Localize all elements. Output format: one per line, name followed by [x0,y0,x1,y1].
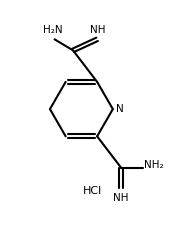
Text: NH: NH [113,193,129,203]
Text: H₂N: H₂N [43,25,63,35]
Text: NH₂: NH₂ [144,160,164,170]
Text: NH: NH [90,25,106,35]
Text: N: N [116,104,124,114]
Text: HCl: HCl [83,185,102,195]
